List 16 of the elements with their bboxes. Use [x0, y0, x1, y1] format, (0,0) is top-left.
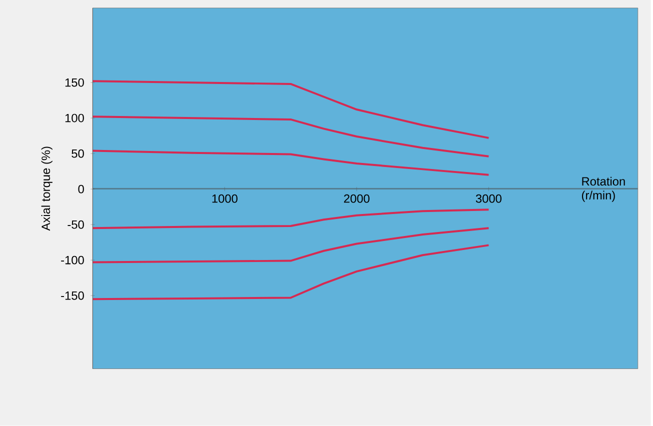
- x-tick-label: 1000: [212, 194, 238, 204]
- y-tick-label: -150: [61, 292, 84, 300]
- y-tick-label: 0: [78, 185, 84, 194]
- x-tick-label: 2000: [344, 194, 370, 204]
- y-tick-label: -100: [61, 256, 84, 265]
- x-tick-label: 3000: [476, 194, 502, 204]
- line-series: [92, 227, 490, 264]
- y-tick-label: 50: [72, 150, 84, 158]
- y-axis-title: Axial torque (%): [41, 146, 52, 231]
- y-tick-label: 100: [65, 114, 84, 122]
- line-series: [92, 208, 490, 230]
- y-tick-label: 150: [65, 78, 84, 87]
- line-series: [92, 244, 490, 300]
- x-axis-title: Rotation (r/min): [582, 177, 625, 202]
- line-series: [92, 150, 490, 176]
- y-tick-label: -50: [68, 220, 84, 230]
